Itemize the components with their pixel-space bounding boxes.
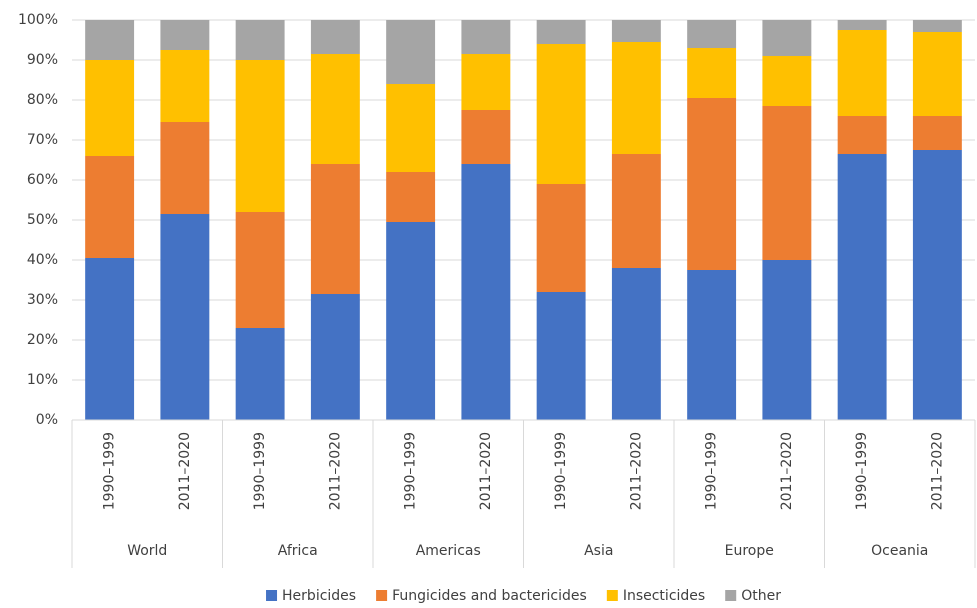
bar-segment xyxy=(160,20,210,50)
bar-segment xyxy=(611,42,661,154)
legend-swatch xyxy=(725,590,737,601)
bar-segment xyxy=(687,98,737,270)
x-tick-label: 2011–2020 xyxy=(628,432,644,510)
group-label: Americas xyxy=(416,543,481,559)
bar-segment xyxy=(386,172,436,222)
legend-swatch xyxy=(376,590,388,601)
bar-segment xyxy=(837,20,887,30)
group-label: Europe xyxy=(725,543,774,559)
y-tick-label: 20% xyxy=(27,332,58,348)
bar-segment xyxy=(611,154,661,268)
bar-segment xyxy=(837,30,887,116)
bar-segment xyxy=(536,184,586,292)
group-label: Asia xyxy=(584,543,613,559)
legend-swatch xyxy=(606,590,618,601)
bar-segment xyxy=(611,268,661,420)
bar-segment xyxy=(160,122,210,214)
bar-segment xyxy=(235,212,285,328)
bar-segment xyxy=(687,48,737,98)
x-tick-label: 1990–1999 xyxy=(403,432,419,510)
y-tick-label: 10% xyxy=(27,372,58,388)
x-tick-label: 2011–2020 xyxy=(177,432,193,510)
x-tick-label: 1990–1999 xyxy=(704,432,720,510)
bar-segment xyxy=(85,60,135,156)
bar-segment xyxy=(762,260,812,420)
legend-label: Fungicides and bactericides xyxy=(392,588,587,604)
bar-segment xyxy=(235,328,285,420)
bar-segment xyxy=(386,222,436,420)
bar-segment xyxy=(912,20,962,32)
bar-segment xyxy=(160,50,210,122)
bar-segment xyxy=(235,20,285,60)
bar-segment xyxy=(310,164,360,294)
bar-segment xyxy=(912,150,962,420)
bar-segment xyxy=(386,84,436,172)
bar-segment xyxy=(762,56,812,106)
legend-label: Insecticides xyxy=(623,588,705,604)
bar-segment xyxy=(310,20,360,54)
y-tick-label: 80% xyxy=(27,92,58,108)
bar-segment xyxy=(461,110,511,164)
y-tick-label: 0% xyxy=(36,412,58,428)
group-label: Oceania xyxy=(871,543,928,559)
group-label: Africa xyxy=(278,543,318,559)
bar-segment xyxy=(461,20,511,54)
bar-segment xyxy=(235,60,285,212)
y-tick-label: 30% xyxy=(27,292,58,308)
bar-segment xyxy=(762,20,812,56)
legend-label: Other xyxy=(741,588,781,604)
y-tick-label: 40% xyxy=(27,252,58,268)
bar-segment xyxy=(386,20,436,84)
bar-segment xyxy=(310,54,360,164)
bar-segment xyxy=(687,20,737,48)
bar-segment xyxy=(611,20,661,42)
x-tick-label: 2011–2020 xyxy=(929,432,945,510)
bar-segment xyxy=(85,156,135,258)
bar-segment xyxy=(536,20,586,44)
bar-segment xyxy=(85,20,135,60)
legend-swatch xyxy=(266,590,278,601)
bar-segment xyxy=(762,106,812,260)
bar-segment xyxy=(536,292,586,420)
bar-segment xyxy=(687,270,737,420)
x-tick-label: 1990–1999 xyxy=(553,432,569,510)
bar-segment xyxy=(310,294,360,420)
x-tick-label: 2011–2020 xyxy=(478,432,494,510)
bar-segment xyxy=(85,258,135,420)
legend-label: Herbicides xyxy=(282,588,356,604)
bar-segment xyxy=(160,214,210,420)
y-tick-label: 50% xyxy=(27,212,58,228)
bar-segment xyxy=(461,164,511,420)
y-tick-label: 100% xyxy=(18,12,58,28)
group-label: World xyxy=(127,543,167,559)
x-tick-label: 2011–2020 xyxy=(779,432,795,510)
x-tick-label: 2011–2020 xyxy=(327,432,343,510)
bar-segment xyxy=(536,44,586,184)
x-tick-label: 1990–1999 xyxy=(102,432,118,510)
y-tick-label: 70% xyxy=(27,132,58,148)
bar-segment xyxy=(461,54,511,110)
bar-segment xyxy=(912,32,962,116)
bar-segment xyxy=(912,116,962,150)
y-tick-label: 60% xyxy=(27,172,58,188)
y-tick-label: 90% xyxy=(27,52,58,68)
bar-segment xyxy=(837,116,887,154)
x-tick-label: 1990–1999 xyxy=(854,432,870,510)
x-tick-label: 1990–1999 xyxy=(252,432,268,510)
bar-segment xyxy=(837,154,887,420)
